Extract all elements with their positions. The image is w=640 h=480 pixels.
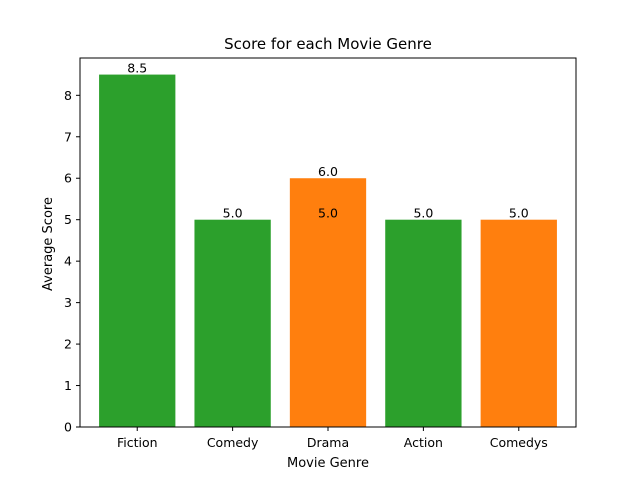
plot-frame: [79, 57, 577, 428]
x-axis-ticks: Fiction Comedy Drama Action Comedys: [117, 427, 548, 450]
x-tick-label: Drama: [307, 435, 349, 450]
bar-comedy: [194, 219, 271, 427]
data-label-drama: 6.0: [318, 164, 338, 179]
x-tick-label: Comedys: [490, 435, 548, 450]
x-tick-label: Action: [404, 435, 443, 450]
data-label-action: 5.0: [413, 206, 433, 221]
bar-drama: [289, 178, 367, 427]
y-tick-label: 7: [64, 129, 72, 144]
chart-title: Score for each Movie Genre: [224, 35, 432, 53]
y-tick-label: 0: [64, 420, 72, 435]
bar-fiction: [99, 74, 176, 428]
x-tick-label: Comedy: [207, 435, 259, 450]
bar-comedys: [480, 219, 557, 427]
bar-action: [385, 219, 462, 427]
data-labels-group: 8.5 5.0 6.0 5.0 5.0 5.0: [127, 61, 528, 221]
bars-group: [99, 74, 557, 428]
x-tick-label: Fiction: [117, 435, 158, 450]
x-axis-label: Movie Genre: [287, 456, 369, 471]
y-tick-label: 5: [64, 212, 72, 227]
data-label-comedys: 5.0: [509, 206, 529, 221]
y-tick-label: 1: [64, 378, 72, 393]
y-tick-label: 6: [64, 171, 72, 186]
y-axis-ticks: 0 1 2 3 4 5 6 7 8: [64, 88, 80, 435]
data-label-comedy: 5.0: [223, 206, 243, 221]
y-tick-label: 8: [64, 88, 72, 103]
y-tick-label: 4: [64, 254, 72, 269]
y-tick-label: 2: [64, 337, 72, 352]
data-label-fiction: 8.5: [127, 61, 147, 76]
overlay-label-drama: 5.0: [318, 206, 338, 221]
y-axis-label: Average Score: [41, 197, 56, 291]
y-tick-label: 3: [64, 295, 72, 310]
